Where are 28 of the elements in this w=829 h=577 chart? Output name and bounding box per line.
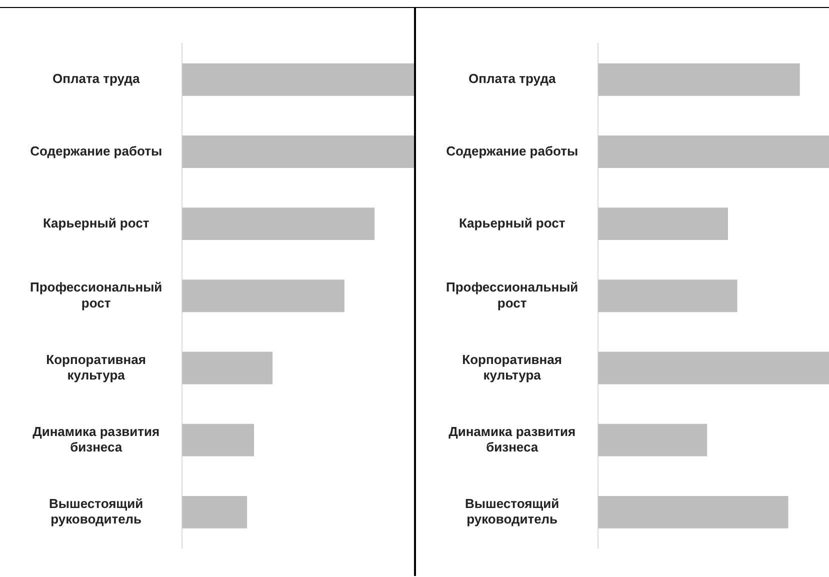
bar	[598, 352, 829, 384]
bar	[598, 424, 708, 456]
y-tick-label: Оплата труда	[468, 71, 556, 86]
y-tick-label: Оплата труда	[52, 71, 140, 86]
y-tick-label: Профессиональный рост	[30, 280, 162, 310]
bar	[598, 208, 728, 240]
y-tick-label: Содержание работы	[446, 143, 578, 158]
y-tick-label: Карьерный рост	[42, 215, 150, 230]
bar	[598, 280, 738, 312]
bar	[182, 136, 414, 168]
bar	[598, 496, 788, 528]
bar	[182, 424, 254, 456]
bar	[182, 352, 273, 384]
bar	[182, 496, 248, 528]
bar	[598, 63, 800, 96]
y-tick-label: Профессиональный рост	[446, 280, 578, 310]
bar	[182, 208, 375, 240]
y-tick-label: Карьерный рост	[458, 215, 566, 230]
bar	[182, 280, 344, 312]
y-tick-label: Содержание работы	[30, 143, 162, 158]
y-tick-label: Вышестоящий руководитель	[465, 496, 560, 527]
y-tick-label: Корпоративная культура	[46, 352, 146, 382]
bar	[182, 63, 414, 96]
y-tick-label: Динамика развития бизнеса	[448, 424, 576, 454]
bar	[598, 136, 829, 168]
y-tick-label: Вышестоящий руководитель	[49, 496, 144, 527]
y-tick-label: Корпоративная культура	[462, 352, 562, 382]
y-tick-label: Динамика развития бизнеса	[32, 424, 160, 454]
